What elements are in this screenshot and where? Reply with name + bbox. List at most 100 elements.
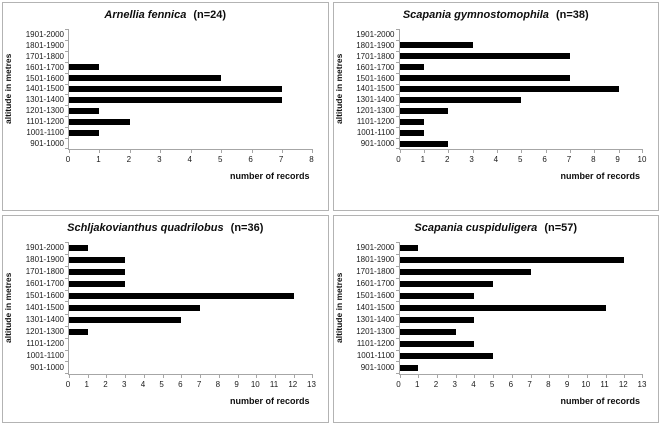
x-axis-tick — [162, 374, 164, 378]
chart-title-count: (n=36) — [230, 221, 264, 234]
bar-row — [400, 29, 644, 40]
x-axis-tick — [237, 374, 239, 378]
x-axis-tick — [256, 374, 258, 378]
bar — [399, 244, 419, 251]
bar — [69, 280, 126, 287]
x-axis-tick — [455, 374, 457, 378]
bar-row — [69, 127, 313, 138]
y-tick-label: 1701-1800 — [25, 267, 64, 276]
x-tick-label: 6 — [248, 155, 253, 164]
y-axis-tick — [65, 127, 68, 129]
x-tick-label: 0 — [65, 379, 71, 389]
bar — [69, 75, 222, 82]
x-tick-label: 3 — [469, 155, 474, 164]
bar — [399, 53, 570, 60]
bar-row — [69, 350, 313, 362]
y-axis-tick — [395, 289, 399, 291]
bar-row — [399, 105, 644, 116]
y-tick-label: 1601-1700 — [25, 279, 64, 288]
y-axis-tick — [65, 361, 68, 363]
x-axis-tick — [511, 374, 513, 378]
bar-row — [399, 350, 644, 362]
y-axis-tick — [395, 29, 399, 30]
y-axis-tick — [395, 94, 399, 96]
y-axis-tick — [395, 313, 399, 315]
y-tick-label: 901-1000 — [30, 363, 64, 372]
y-tick-label: 1001-1100 — [26, 128, 64, 138]
x-tick-label: 6 — [542, 155, 547, 164]
bar-row — [399, 127, 644, 138]
bar — [69, 64, 100, 71]
x-tick-label: 12 — [618, 379, 628, 389]
bar — [399, 140, 449, 147]
x-axis-tick — [311, 374, 313, 378]
x-tick-label: 1 — [84, 379, 89, 389]
x-axis-tick — [69, 150, 70, 153]
x-tick-label: 8 — [309, 155, 314, 164]
y-axis-tick — [395, 148, 399, 149]
bar-row — [69, 62, 313, 73]
y-tick-label: 1801-1900 — [25, 255, 64, 264]
x-tick-label: 8 — [215, 379, 221, 389]
bar — [399, 96, 522, 103]
bar — [399, 256, 625, 263]
x-axis-tick — [106, 374, 108, 378]
y-tick-label: 1101-1200 — [356, 117, 395, 127]
y-tick-label: 1801-1900 — [356, 255, 395, 264]
bar-row — [69, 254, 313, 266]
bar — [399, 280, 494, 287]
bar-row — [69, 314, 313, 326]
chart-panel-scapania-cuspiduligera: Scapania cuspiduligera (n=57) altitude i… — [332, 214, 659, 423]
bar-row — [399, 242, 644, 254]
bar-row — [69, 278, 313, 290]
bar-row — [69, 302, 313, 314]
x-axis-tick — [605, 374, 607, 378]
x-axis-tick-labels: 0 1 2 3 4 5 6 7 8 — [66, 155, 314, 165]
chart-title-species: Arnellia fennica — [104, 9, 187, 21]
x-axis-tick — [642, 150, 643, 153]
y-tick-label: 1001-1100 — [356, 351, 395, 360]
y-tick-label: 1601-1700 — [356, 279, 395, 288]
y-tick-label: 1301-1400 — [356, 95, 395, 105]
y-axis-tick — [395, 325, 399, 327]
y-tick-label: 1801-1900 — [356, 40, 395, 50]
plot-wrapper: 0 1 2 3 4 5 6 7 8 number of records — [65, 29, 314, 181]
y-axis-tick — [395, 61, 399, 63]
x-axis-tick — [190, 150, 192, 153]
chart-title-species: Scapania gymnostomophila — [402, 9, 549, 21]
y-tick-label: 1201-1300 — [356, 106, 395, 116]
bar-row — [69, 73, 313, 84]
bar — [69, 304, 201, 311]
x-axis-title: number of records — [560, 395, 640, 406]
x-tick-label: 6 — [508, 379, 514, 389]
y-tick-label: 1701-1800 — [356, 267, 395, 276]
bar — [399, 304, 606, 311]
bar-row — [69, 29, 313, 40]
y-axis-tick — [395, 301, 399, 303]
bar-row — [399, 73, 644, 84]
y-axis-tick — [65, 72, 68, 74]
y-tick-label: 1601-1700 — [356, 62, 395, 72]
x-tick-label: 10 — [581, 379, 591, 389]
x-tick-label: 8 — [591, 155, 596, 164]
y-axis-tick — [65, 337, 68, 339]
x-axis-title: number of records — [560, 171, 640, 181]
x-axis-tick — [624, 374, 626, 378]
y-axis-tick — [65, 138, 68, 140]
x-axis-tick — [200, 374, 202, 378]
y-tick-label: 901-1000 — [360, 363, 395, 372]
x-tick-label: 7 — [196, 379, 202, 389]
x-axis-tick — [181, 374, 183, 378]
x-axis-tick — [160, 150, 162, 153]
bar — [69, 292, 294, 299]
y-axis-tick — [65, 277, 68, 279]
x-axis-tick — [87, 374, 89, 378]
bar-row — [69, 290, 313, 302]
bar-row — [69, 326, 313, 338]
bar — [69, 129, 100, 136]
y-tick-label: 1501-1600 — [25, 73, 64, 83]
bar-row — [69, 40, 313, 51]
y-axis-tick — [65, 241, 68, 243]
bar-row — [69, 138, 313, 149]
bar — [399, 340, 475, 347]
